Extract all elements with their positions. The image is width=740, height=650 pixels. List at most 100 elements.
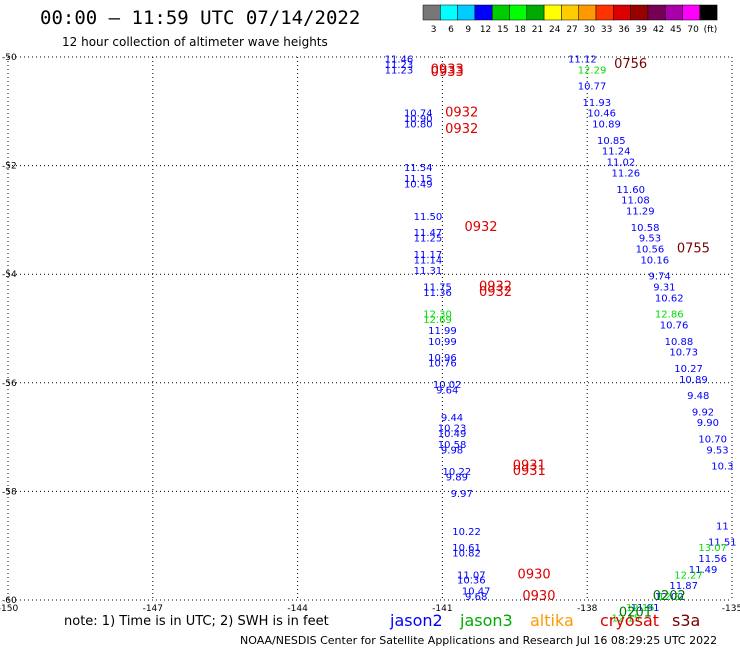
wave-height-label: 10.80 xyxy=(404,120,433,131)
wave-height-label: 10.82 xyxy=(452,549,481,560)
pass-time-label: 0756 xyxy=(614,57,647,72)
colorbar-label: 3 xyxy=(431,25,437,35)
wave-height-label: 11.56 xyxy=(698,554,727,565)
wave-height-label: 11.15 xyxy=(404,174,433,185)
colorbar-swatch xyxy=(422,4,441,21)
wave-height-label: 11.91 xyxy=(631,603,660,614)
wave-height-label: 10.76 xyxy=(660,321,689,332)
wave-height-label: 11.54 xyxy=(404,163,433,174)
wave-height-label: 9.64 xyxy=(436,386,458,397)
credit-line: NOAA/NESDIS Center for Satellite Applica… xyxy=(240,634,717,647)
wave-height-label: 11.23 xyxy=(385,65,414,76)
colorbar-swatch xyxy=(647,4,666,21)
wave-height-label: 9.31 xyxy=(653,282,675,293)
wave-height-label: 11.99 xyxy=(428,326,457,337)
wave-height-label: 10.62 xyxy=(655,293,684,304)
colorbar-label: 27 xyxy=(566,25,577,35)
colorbar-label: (ft) xyxy=(704,25,718,35)
wave-height-label: 13.07 xyxy=(698,543,727,554)
wave-height-label: 11.50 xyxy=(414,212,443,223)
wave-height-label: 11.31 xyxy=(414,266,443,277)
colorbar-swatch xyxy=(699,4,718,21)
wave-height-label: 11.02 xyxy=(607,158,636,169)
pass-time-label: 0933 xyxy=(431,65,464,80)
chart-title: 00:00 – 11:59 UTC 07/14/2022 xyxy=(40,7,360,29)
wave-height-label: 10.22 xyxy=(452,527,481,538)
wave-height-label: 11.23 xyxy=(385,60,414,71)
legend-item-altika: altika xyxy=(530,611,574,630)
colorbar-swatch xyxy=(491,4,510,21)
colorbar-swatch xyxy=(630,4,649,21)
chart-subtitle: 12 hour collection of altimeter wave hei… xyxy=(62,35,328,49)
wave-height-label: 11.87 xyxy=(669,581,698,592)
wave-height-label: 11.36 xyxy=(423,288,452,299)
colorbar-label: 70 xyxy=(687,25,699,35)
wave-height-label: 12.29 xyxy=(578,65,607,76)
colorbar-label: 9 xyxy=(465,25,471,35)
colorbar-swatch xyxy=(561,4,579,21)
wave-height-label: 10.27 xyxy=(674,364,703,375)
wave-height-label: 10.73 xyxy=(669,348,698,359)
pass-time-label: 0931 xyxy=(513,464,546,479)
colorbar-label: 24 xyxy=(549,25,561,35)
y-tick-label: -52 xyxy=(2,162,17,172)
y-tick-label: -56 xyxy=(2,379,17,389)
wave-height-label: 12.86 xyxy=(655,310,684,321)
pass-time-label: 0930 xyxy=(522,589,555,604)
wave-height-label: 9.74 xyxy=(648,272,670,283)
wave-height-label: 10.16 xyxy=(640,255,669,266)
wave-height-label: 10.76 xyxy=(428,359,457,370)
colorbar-swatch xyxy=(578,4,597,21)
wave-height-label: 10.36 xyxy=(457,576,486,587)
x-tick-label: -150 xyxy=(0,604,18,614)
colorbar-swatch xyxy=(526,4,545,21)
wave-height-label: 10.88 xyxy=(665,337,694,348)
wave-height-label: 9.89 xyxy=(446,473,468,484)
wave-height-label: 10.56 xyxy=(636,244,665,255)
y-tick-label: -50 xyxy=(2,53,17,63)
wave-height-label: 11.60 xyxy=(616,185,645,196)
colorbar-swatch xyxy=(595,4,614,21)
colorbar-swatch xyxy=(682,4,701,21)
legend-item-jason3: jason3 xyxy=(459,611,513,630)
wave-height-label: 9.53 xyxy=(639,234,661,245)
pass-time-label: 0932 xyxy=(464,220,497,235)
wave-height-label: 10.46 xyxy=(587,109,616,120)
colorbar-label: 6 xyxy=(448,25,454,35)
wave-height-label: 10.96 xyxy=(428,353,457,364)
wave-height-label: 10.61 xyxy=(452,543,481,554)
y-tick-label: -54 xyxy=(2,270,17,280)
x-tick-label: -144 xyxy=(287,604,308,614)
colorbar-swatch xyxy=(543,4,562,21)
wave-height-label: 10.23 xyxy=(438,424,467,435)
wave-height-label: 9.44 xyxy=(441,413,463,424)
satellite-legend: jason2 jason3 altika cryosat s3a xyxy=(389,611,700,630)
colorbar-label: 15 xyxy=(497,25,508,35)
wave-height-label: 11.12 xyxy=(568,54,597,65)
wave-height-label: 11.29 xyxy=(626,206,655,217)
color-scale-bar: 3 6 9 12 15 18 21 24 27 30 33 36 39 42 45 70 (ft) xyxy=(422,4,718,35)
colorbar-label: 21 xyxy=(532,25,543,35)
y-axis-ticks: -50 -52 -54 -56 -58 -60 xyxy=(2,53,17,606)
legend-item-s3a: s3a xyxy=(672,611,700,630)
legend-item-cryosat: cryosat xyxy=(600,611,659,630)
pass-time-label: 0932 xyxy=(445,122,478,137)
colorbar-swatch xyxy=(509,4,528,21)
wave-height-label: 10.49 xyxy=(404,179,433,190)
wave-height-label: 10.02 xyxy=(433,380,462,391)
colorbar-label: 39 xyxy=(636,25,648,35)
pass-time-label: 0201 xyxy=(619,605,652,620)
colorbar-swatch xyxy=(664,4,683,21)
wave-height-label: 10.70 xyxy=(698,435,727,446)
plot-grid xyxy=(7,56,733,601)
pass-time-label: 0932 xyxy=(479,279,512,294)
wave-height-label: 9.92 xyxy=(692,407,714,418)
colorbar-label: 42 xyxy=(653,25,664,35)
wave-height-label: 12.27 xyxy=(674,570,703,581)
x-axis-ticks: -150 -147 -144 -141 -138 -135 xyxy=(0,604,740,614)
wave-height-label: 11 xyxy=(716,521,729,532)
pass-time-label: 0755 xyxy=(677,241,710,256)
y-tick-label: -60 xyxy=(2,596,17,606)
